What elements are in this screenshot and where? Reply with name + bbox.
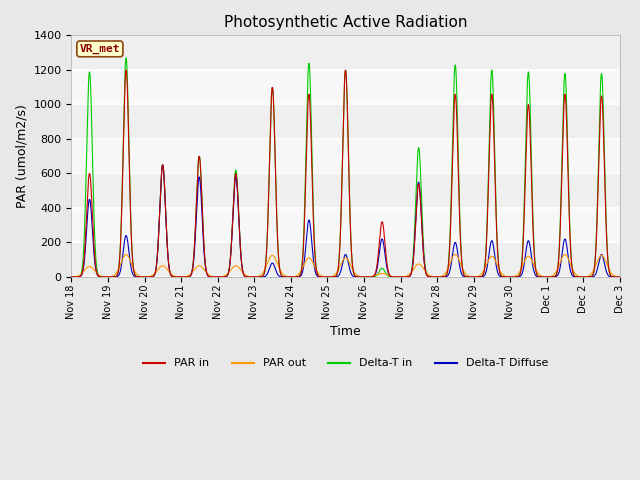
Bar [72,139,620,173]
Y-axis label: PAR (umol/m2/s): PAR (umol/m2/s) [15,104,28,208]
Bar [72,208,620,242]
Text: VR_met: VR_met [79,44,120,54]
Bar [72,70,620,104]
Legend: PAR in, PAR out, Delta-T in, Delta-T Diffuse: PAR in, PAR out, Delta-T in, Delta-T Dif… [139,354,552,373]
X-axis label: Time: Time [330,325,361,338]
Title: Photosynthetic Active Radiation: Photosynthetic Active Radiation [224,15,467,30]
